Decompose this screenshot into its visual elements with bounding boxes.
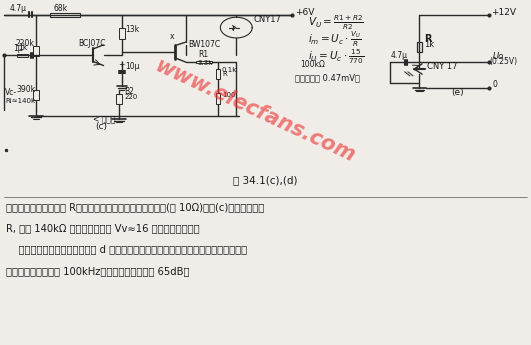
Text: (e): (e) [451, 88, 464, 97]
Text: (c): (c) [95, 122, 107, 131]
Text: $i_{U}=U_{c}\cdot\frac{15}{770}$: $i_{U}=U_{c}\cdot\frac{15}{770}$ [308, 48, 364, 66]
Text: 13k: 13k [125, 26, 139, 34]
Text: 4.7μ: 4.7μ [10, 4, 27, 13]
Text: 220: 220 [124, 94, 138, 100]
Bar [116, 94, 122, 104]
Text: +12V: +12V [491, 8, 516, 17]
Text: 390k: 390k [16, 85, 35, 94]
Text: 为传递较高频率信号可采用图 d 电路。从光敏晶体管集电极到基极引入交流电流负反: 为传递较高频率信号可采用图 d 电路。从光敏晶体管集电极到基极引入交流电流负反 [6, 245, 247, 255]
Text: $i_{m}=U_{c}\cdot\frac{V_{U}}{R}$: $i_{m}=U_{c}\cdot\frac{V_{U}}{R}$ [308, 29, 361, 49]
Text: x: x [170, 32, 174, 41]
Text: www.elecfans.com: www.elecfans.com [151, 55, 358, 166]
Text: $V_{U}=\frac{R1+R2}{R2}$: $V_{U}=\frac{R1+R2}{R2}$ [308, 13, 364, 32]
Text: R: R [222, 71, 227, 77]
Text: B2: B2 [124, 87, 134, 96]
Text: 1k: 1k [424, 40, 434, 49]
Text: CNY17: CNY17 [254, 15, 281, 24]
Text: 100kΩ: 100kΩ [300, 60, 325, 69]
Text: 220k: 220k [16, 39, 35, 48]
Text: 68k: 68k [53, 4, 67, 13]
Bar [216, 93, 220, 104]
Text: 10μ: 10μ [125, 62, 140, 71]
Text: 3.3k: 3.3k [197, 60, 212, 66]
Bar [119, 28, 125, 39]
Text: +6V: +6V [295, 8, 314, 17]
Text: R1: R1 [198, 50, 208, 59]
Bar [50, 13, 80, 17]
Bar [196, 61, 212, 63]
Text: BW107C: BW107C [189, 40, 220, 49]
Bar [216, 69, 220, 79]
Text: +: + [118, 60, 124, 69]
Text: (0.25V): (0.25V) [490, 57, 518, 66]
Bar [17, 54, 28, 57]
Text: 图 34.1(c),(d): 图 34.1(c),(d) [233, 176, 298, 186]
Text: 能小的畸变，应使电阻 R，值远大于发光二极管的动态电阻(约 10Ω)。图(c)示出简人电阻: 能小的畸变，应使电阻 R，值远大于发光二极管的动态电阻(约 10Ω)。图(c)示… [6, 202, 264, 212]
Text: R, 高达 140kΩ 和电压放大倍数 Vv≈16 的发射部分电路。: R, 高达 140kΩ 和电压放大倍数 Vv≈16 的发射部分电路。 [6, 223, 200, 233]
Text: 100: 100 [222, 92, 235, 98]
Bar [417, 42, 422, 52]
Text: （噪声电压 0.47mV）: （噪声电压 0.47mV） [295, 73, 359, 82]
Text: < 感温器: < 感温器 [93, 115, 115, 124]
Text: 0.1k: 0.1k [222, 67, 237, 73]
Text: 馈，可使频限频率达 100kHz。此时噪声电压约为 65dB。: 馈，可使频限频率达 100kHz。此时噪声电压约为 65dB。 [6, 266, 190, 276]
Text: 1μ: 1μ [13, 45, 23, 53]
Text: BCJ07C: BCJ07C [79, 39, 106, 48]
Text: Vc-: Vc- [5, 88, 18, 97]
Text: 0: 0 [493, 80, 498, 89]
Text: R: R [424, 34, 431, 44]
Text: 1k: 1k [18, 43, 27, 52]
Bar [33, 90, 39, 100]
Text: CNY 17: CNY 17 [427, 62, 458, 71]
Text: Uo: Uo [493, 52, 504, 61]
Text: 4.7μ: 4.7μ [391, 51, 408, 60]
Bar [33, 46, 39, 56]
Text: Ri≈140k: Ri≈140k [5, 98, 36, 104]
